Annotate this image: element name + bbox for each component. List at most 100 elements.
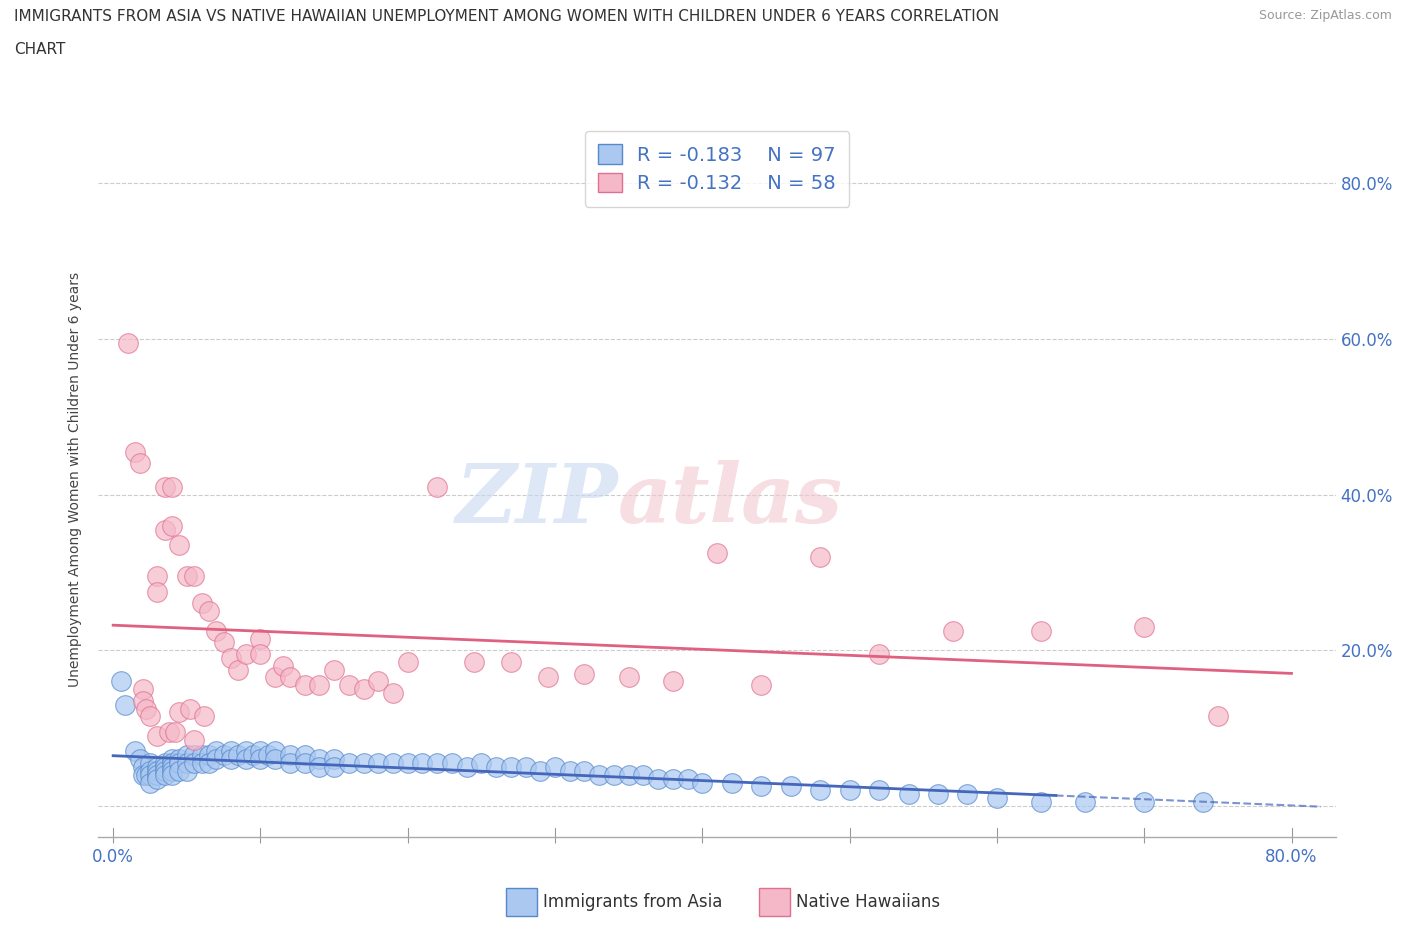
Point bbox=[117, 336, 139, 351]
Point bbox=[131, 760, 153, 775]
Point bbox=[169, 764, 191, 778]
Point bbox=[219, 744, 242, 759]
Point bbox=[1133, 619, 1156, 634]
Point bbox=[720, 775, 742, 790]
Point bbox=[242, 748, 264, 763]
Point bbox=[198, 604, 221, 618]
Point bbox=[470, 755, 492, 770]
Point bbox=[153, 764, 176, 778]
Point bbox=[440, 755, 463, 770]
Point bbox=[529, 764, 551, 778]
Point bbox=[1029, 623, 1052, 638]
Text: atlas: atlas bbox=[619, 460, 844, 540]
Point bbox=[249, 744, 271, 759]
Point bbox=[426, 479, 449, 494]
Point bbox=[249, 646, 271, 661]
Point bbox=[1206, 709, 1229, 724]
Text: ZIP: ZIP bbox=[456, 460, 619, 540]
Point bbox=[278, 748, 301, 763]
Point bbox=[396, 655, 419, 670]
Point bbox=[662, 771, 685, 786]
Point bbox=[146, 767, 169, 782]
Point bbox=[337, 678, 360, 693]
Point bbox=[146, 771, 169, 786]
Point bbox=[131, 694, 153, 709]
Point bbox=[574, 666, 596, 681]
Point bbox=[193, 709, 215, 724]
Point bbox=[228, 662, 250, 677]
Point bbox=[205, 744, 228, 759]
Point bbox=[169, 751, 191, 766]
Point bbox=[868, 783, 890, 798]
Point bbox=[139, 709, 162, 724]
Point bbox=[228, 748, 250, 763]
Point bbox=[367, 674, 389, 689]
Point bbox=[897, 787, 920, 802]
Point bbox=[131, 682, 153, 697]
Point bbox=[176, 569, 198, 584]
Point bbox=[128, 456, 150, 471]
Point bbox=[411, 755, 433, 770]
Point bbox=[574, 764, 596, 778]
Point bbox=[114, 698, 136, 712]
Point bbox=[808, 550, 831, 565]
Point bbox=[160, 518, 183, 533]
Legend: R = -0.183    N = 97, R = -0.132    N = 58: R = -0.183 N = 97, R = -0.132 N = 58 bbox=[585, 130, 849, 206]
Point bbox=[617, 767, 640, 782]
Point bbox=[146, 584, 169, 599]
Point bbox=[633, 767, 655, 782]
Point bbox=[456, 760, 478, 775]
Point bbox=[706, 546, 728, 561]
Point bbox=[160, 479, 183, 494]
Point bbox=[264, 751, 287, 766]
Point bbox=[131, 767, 153, 782]
Point bbox=[426, 755, 449, 770]
Point bbox=[617, 670, 640, 684]
Point bbox=[1192, 794, 1215, 809]
Point bbox=[190, 748, 212, 763]
Point bbox=[176, 764, 198, 778]
Point bbox=[198, 755, 221, 770]
Point bbox=[169, 705, 191, 720]
Point bbox=[176, 755, 198, 770]
Point bbox=[198, 748, 221, 763]
Point bbox=[146, 569, 169, 584]
Point bbox=[353, 682, 375, 697]
Point bbox=[779, 779, 801, 794]
Point bbox=[139, 755, 162, 770]
Point bbox=[249, 631, 271, 646]
Point bbox=[294, 678, 316, 693]
Point bbox=[205, 751, 228, 766]
Point bbox=[278, 670, 301, 684]
Point bbox=[205, 623, 228, 638]
Point bbox=[169, 755, 191, 770]
Point bbox=[382, 685, 405, 700]
Point bbox=[157, 724, 180, 739]
Point bbox=[160, 755, 183, 770]
Point bbox=[1074, 794, 1097, 809]
Point bbox=[749, 779, 772, 794]
Point bbox=[692, 775, 714, 790]
Point bbox=[956, 787, 979, 802]
Point bbox=[278, 755, 301, 770]
Point bbox=[235, 646, 257, 661]
Point bbox=[294, 748, 316, 763]
Point bbox=[337, 755, 360, 770]
Point bbox=[927, 787, 949, 802]
Point bbox=[146, 728, 169, 743]
Point bbox=[396, 755, 419, 770]
Point bbox=[139, 767, 162, 782]
Point bbox=[183, 748, 205, 763]
Point bbox=[249, 751, 271, 766]
Point bbox=[235, 751, 257, 766]
Point bbox=[544, 760, 567, 775]
Point bbox=[179, 701, 201, 716]
Point bbox=[124, 744, 146, 759]
Point bbox=[382, 755, 405, 770]
Point bbox=[190, 596, 212, 611]
Point bbox=[942, 623, 965, 638]
Point bbox=[323, 662, 346, 677]
Point bbox=[135, 701, 157, 716]
Point bbox=[264, 670, 287, 684]
Point bbox=[537, 670, 560, 684]
